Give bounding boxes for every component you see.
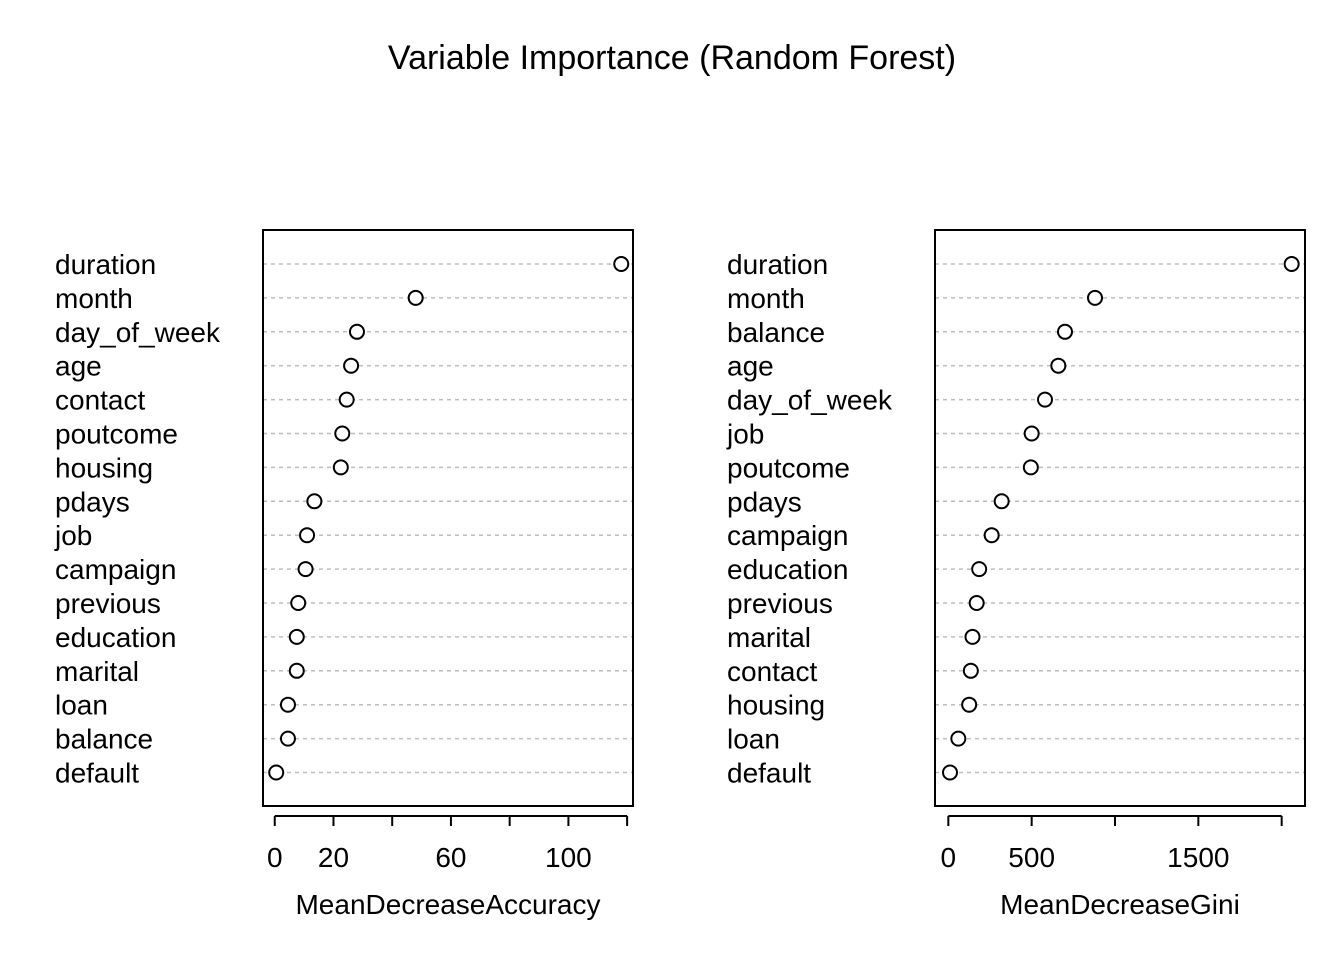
variable-label: job xyxy=(54,520,92,551)
importance-point xyxy=(297,561,314,578)
variable-label: contact xyxy=(55,385,145,416)
variable-label: day_of_week xyxy=(55,317,221,348)
variable-label: previous xyxy=(727,588,833,619)
variable-label: previous xyxy=(55,588,161,619)
plot-frame xyxy=(934,229,1306,807)
variable-label: education xyxy=(727,554,848,585)
importance-point xyxy=(1023,425,1040,442)
x-tick-label: 20 xyxy=(318,842,349,873)
x-axis-label: MeanDecreaseGini xyxy=(1000,889,1240,920)
variable-label: loan xyxy=(727,724,780,755)
importance-point xyxy=(332,459,349,476)
variable-label: education xyxy=(55,622,176,653)
importance-point xyxy=(993,493,1010,510)
importance-point xyxy=(1050,357,1067,374)
importance-point xyxy=(334,425,351,442)
variable-label: poutcome xyxy=(55,419,178,450)
variable-label: housing xyxy=(727,690,825,721)
variable-label: poutcome xyxy=(727,452,850,483)
variable-label: loan xyxy=(55,690,108,721)
importance-point xyxy=(343,357,360,374)
importance-point xyxy=(1037,391,1053,408)
chart-title: Variable Importance (Random Forest) xyxy=(388,39,956,77)
variable-label: day_of_week xyxy=(727,385,893,416)
importance-point xyxy=(306,493,323,510)
variable-label: housing xyxy=(55,452,153,483)
importance-point xyxy=(288,628,305,645)
importance-point xyxy=(964,628,981,645)
variable-label: age xyxy=(727,351,774,382)
variable-label: pdays xyxy=(727,486,802,517)
x-tick-label: 0 xyxy=(267,842,283,873)
importance-point xyxy=(299,527,316,544)
x-tick-label: 0 xyxy=(941,842,957,873)
variable-label: default xyxy=(727,758,811,789)
variable-label: campaign xyxy=(727,520,848,551)
variable-label: age xyxy=(55,351,102,382)
x-axis-label: MeanDecreaseAccuracy xyxy=(295,889,600,920)
importance-point xyxy=(279,696,296,713)
importance-point xyxy=(983,527,1000,544)
importance-point xyxy=(942,764,958,781)
importance-point xyxy=(613,256,630,272)
importance-panel-2: durationmonthbalanceageday_of_weekjobpou… xyxy=(726,229,1306,920)
importance-point xyxy=(288,662,305,679)
variable-label: duration xyxy=(55,249,156,280)
importance-point xyxy=(962,662,979,679)
x-tick-label: 1500 xyxy=(1167,842,1229,873)
importance-point xyxy=(279,730,296,747)
variable-label: marital xyxy=(55,656,139,687)
importance-point xyxy=(1087,289,1103,306)
plot-frame xyxy=(262,229,634,807)
importance-point xyxy=(968,595,985,611)
variable-label: month xyxy=(55,283,133,314)
importance-point xyxy=(950,730,967,747)
importance-point xyxy=(1283,256,1300,272)
variable-label: balance xyxy=(727,317,825,348)
importance-point xyxy=(971,561,988,578)
importance-point xyxy=(338,391,355,408)
variable-label: campaign xyxy=(55,554,176,585)
variable-label: marital xyxy=(727,622,811,653)
variable-label: contact xyxy=(727,656,817,687)
importance-point xyxy=(961,696,978,713)
variable-label: default xyxy=(55,758,139,789)
importance-point xyxy=(1057,323,1073,340)
variable-label: duration xyxy=(727,249,828,280)
x-tick-label: 60 xyxy=(435,842,466,873)
variable-label: job xyxy=(726,419,764,450)
importance-panel-1: durationmonthday_of_weekagecontactpoutco… xyxy=(54,229,634,920)
variable-label: balance xyxy=(55,724,153,755)
importance-point xyxy=(407,289,424,306)
importance-point xyxy=(1022,459,1039,476)
variable-label: month xyxy=(727,283,805,314)
variable-label: pdays xyxy=(55,486,130,517)
importance-point xyxy=(348,323,365,340)
importance-point xyxy=(290,595,307,611)
x-tick-label: 100 xyxy=(545,842,592,873)
importance-point xyxy=(268,764,285,781)
x-tick-label: 500 xyxy=(1008,842,1055,873)
